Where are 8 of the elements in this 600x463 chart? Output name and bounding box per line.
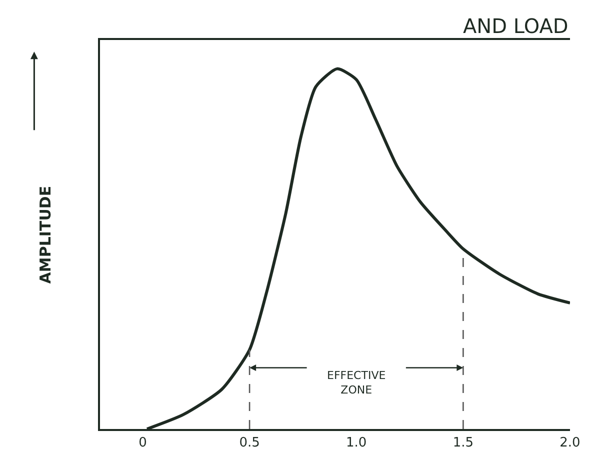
x-tick-label: 2.0 xyxy=(560,436,580,451)
x-tick-label: 0.5 xyxy=(239,436,260,451)
x-tick-label: 1.5 xyxy=(452,436,474,451)
x-tick-label: 0 xyxy=(138,436,147,451)
chart-title: AND LOAD xyxy=(463,14,568,38)
x-tick-label: 1.0 xyxy=(346,436,367,451)
annotation: EFFECTIVE ZONE xyxy=(327,369,386,396)
y-axis-title: AMPLITUDE xyxy=(36,186,55,284)
